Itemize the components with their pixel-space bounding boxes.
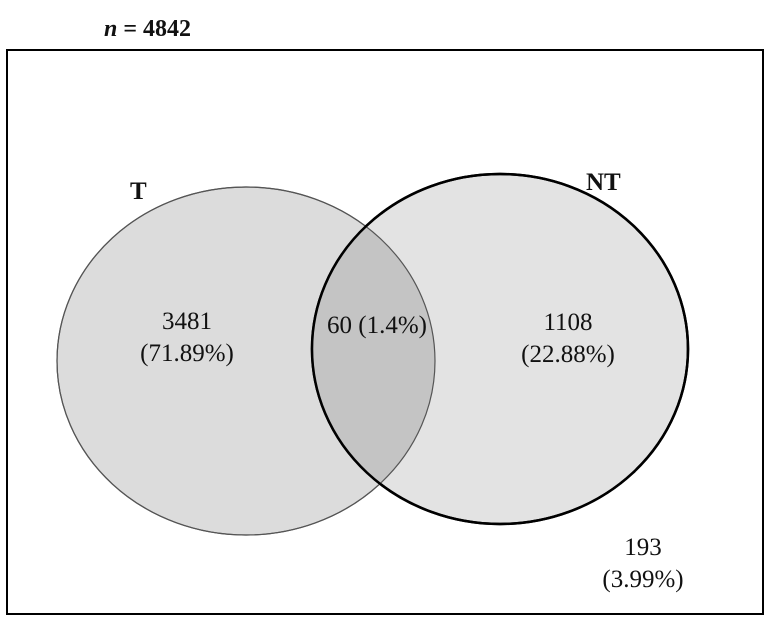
set-t-outline xyxy=(56,186,436,536)
sample-size-label: n = 4842 xyxy=(104,16,191,42)
neither-percent: (3.99%) xyxy=(602,566,683,593)
set-nt-label: NT xyxy=(586,169,621,196)
universe-box xyxy=(6,49,764,615)
intersection-count: 60 (1.4%) xyxy=(327,312,427,339)
nt-only-percent: (22.88%) xyxy=(521,341,615,368)
neither-count: 193 xyxy=(624,534,662,561)
n-value: = 4842 xyxy=(117,16,191,42)
t-only-percent: (71.89%) xyxy=(140,340,234,367)
t-only-count: 3481 xyxy=(162,308,212,335)
n-symbol: n xyxy=(104,16,117,42)
set-t-label: T xyxy=(130,178,147,205)
nt-only-count: 1108 xyxy=(543,309,592,336)
set-nt-outline xyxy=(310,172,690,526)
